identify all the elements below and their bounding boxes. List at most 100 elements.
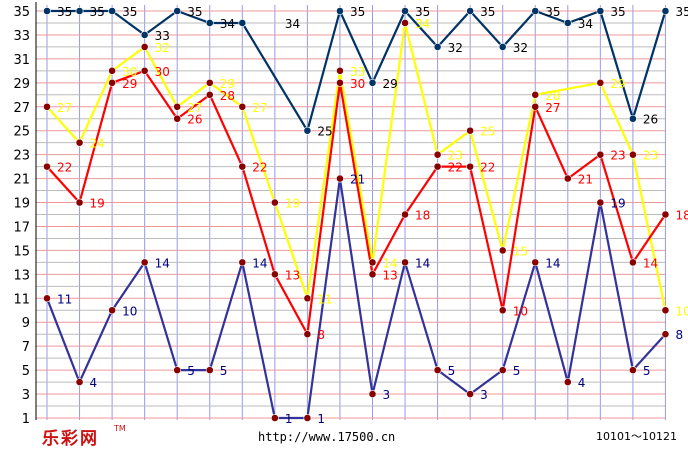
series-line-4 [45,177,667,420]
data-point [43,102,51,111]
y-tick-label: 5 [22,364,30,379]
data-point [629,258,637,267]
data-point [303,126,312,135]
y-tick-label: 7 [22,340,30,355]
data-point [43,294,51,303]
data-label: 23 [610,149,625,163]
data-point [205,19,214,27]
data-label: 5 [643,364,651,378]
data-point [43,162,51,171]
data-point [108,7,116,15]
data-point [75,7,84,15]
data-label: 26 [187,113,202,127]
data-label: 11 [57,292,72,306]
data-label: 34 [220,17,235,31]
data-point [336,78,344,87]
data-point [661,210,670,219]
data-label: 29 [383,77,398,91]
data-point [108,78,116,87]
data-point [629,114,637,123]
data-label: 35 [122,5,137,19]
data-label: 29 [610,77,625,91]
data-point [596,78,605,87]
period-range: 10101～10121 [596,430,677,443]
data-label: 8 [317,328,325,342]
data-point [629,366,637,375]
data-label: 35 [675,5,688,19]
data-label: 10 [513,304,528,318]
data-label: 19 [90,197,105,211]
data-label: 14 [383,256,398,270]
data-point [205,366,214,375]
data-point [368,258,377,267]
data-point [466,126,475,135]
y-tick-label: 27 [13,101,30,116]
data-point [466,162,475,171]
data-point [173,114,182,123]
data-point [466,7,475,15]
series-line-3 [46,69,667,336]
data-point [629,150,637,159]
data-point [43,7,51,15]
data-label: 35 [610,5,625,19]
data-point [336,174,344,183]
data-label: 14 [155,256,170,270]
data-label: 5 [448,364,456,378]
data-point [173,102,182,111]
data-point [596,7,605,15]
data-label: 21 [350,173,365,187]
data-label: 27 [187,101,202,115]
data-label: 29 [220,77,235,91]
data-point [205,90,214,99]
data-point [498,366,507,375]
y-tick-label: 25 [13,125,30,140]
data-label: 22 [448,161,463,175]
data-label: 27 [57,101,72,115]
data-point [498,43,507,51]
data-point [173,7,182,15]
data-point [140,258,149,267]
data-label: 10 [122,304,137,318]
data-label: 22 [57,161,72,175]
data-label: 14 [545,256,560,270]
data-point [270,198,279,207]
data-label: 35 [545,5,560,19]
data-label: 14 [643,256,658,270]
data-point [140,43,149,51]
data-point [238,102,247,111]
data-label: 3 [383,388,391,402]
data-label: 11 [317,292,332,306]
y-tick-label: 19 [13,197,30,212]
data-point [563,174,572,183]
series-markers [43,7,670,422]
data-point [368,78,377,87]
data-point [401,19,409,27]
data-label: 28 [545,89,560,103]
data-label: 14 [415,256,430,270]
data-point [433,150,442,159]
data-label: 5 [220,364,228,378]
data-point [498,246,507,255]
data-point [238,258,247,267]
brand-logo: 乐彩网 [42,429,99,449]
data-label: 33 [155,29,170,43]
data-point [401,7,409,15]
data-point [140,31,149,39]
data-point [498,306,507,315]
data-label: 25 [480,125,495,139]
y-tick-label: 21 [13,173,30,188]
data-point [433,43,442,51]
data-label: 34 [415,17,430,31]
data-label: 13 [383,268,398,282]
data-label: 35 [57,5,72,19]
y-tick-label: 11 [13,292,30,307]
data-point [531,90,540,99]
data-label: 32 [513,41,528,55]
data-label: 8 [675,328,683,342]
data-label: 27 [545,101,560,115]
data-label: 35 [415,5,430,19]
data-point [563,19,572,27]
data-point [563,378,572,386]
